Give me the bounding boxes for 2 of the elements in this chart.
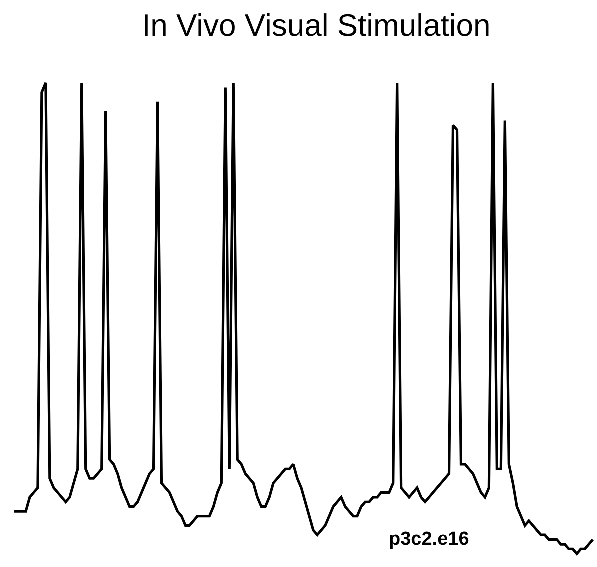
chart-title: In Vivo Visual Stimulation xyxy=(142,8,491,43)
annotation: p3c2.e16 xyxy=(389,529,470,550)
